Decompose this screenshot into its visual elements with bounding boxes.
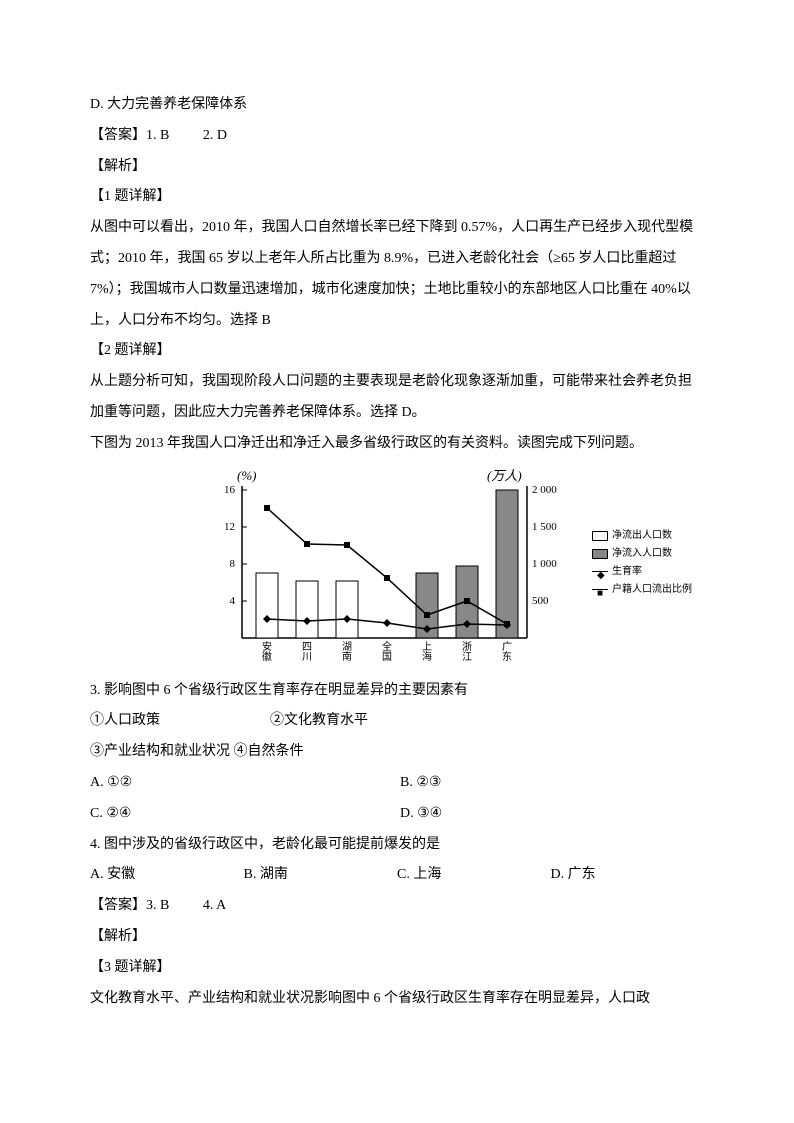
bar-outflow-anhui [256,573,278,638]
q4-c: C. 上海 [397,860,551,891]
svg-text:徽: 徽 [262,650,272,663]
answer-4: 4. A [203,898,226,913]
q3-detail-text: 文化教育水平、产业结构和就业状况影响图中 6 个省级行政区生育率存在明显差异，人… [90,984,704,1015]
q2-detail-label: 【2 题详解】 [90,336,704,367]
q4-a: A. 安徽 [90,860,244,891]
q4-d: D. 广东 [551,860,705,891]
chart-intro: 下图为 2013 年我国人口净迁出和净迁入最多省级行政区的有关资料。读图完成下列… [90,429,704,460]
answer-1-2: 【答案】1. B 2. D [90,121,704,152]
q4-text: 4. 图中涉及的省级行政区中，老龄化最可能提前爆发的是 [90,830,704,861]
svg-text:江: 江 [462,651,472,663]
analysis-label-2: 【解析】 [90,922,704,953]
answer-1: 【答案】1. B [90,128,169,143]
analysis-label: 【解析】 [90,152,704,183]
svg-text:东: 东 [502,650,512,663]
svg-text:16: 16 [224,484,236,496]
bar-outflow-sichuan [296,581,318,638]
q3-detail-label: 【3 题详解】 [90,953,704,984]
q3-c: C. ②④ [90,799,400,830]
q3-b: B. ②③ [400,768,441,799]
svg-text:海: 海 [422,650,432,663]
left-axis-label: (%) [237,468,257,483]
chart-legend: 净流出人口数 净流入人口数 ◆生育率 ■户籍人口流出比例 [592,528,692,600]
svg-text:国: 国 [382,651,392,663]
svg-text:1 000: 1 000 [532,558,557,570]
q4-b: B. 湖南 [244,860,398,891]
q3-opt34: ③产业结构和就业状况 ④自然条件 [90,737,704,768]
option-d: D. 大力完善养老保障体系 [90,90,704,121]
svg-text:1 500: 1 500 [532,521,557,533]
svg-text:4: 4 [230,595,236,607]
svg-text:500: 500 [532,595,549,607]
svg-text:2 000: 2 000 [532,484,557,496]
svg-text:南: 南 [342,650,352,663]
q3-opt1: ①人口政策 [90,706,270,737]
answer-2: 2. D [203,128,227,143]
migration-chart: (%) (万人) 16 12 8 4 2 000 1 500 1 000 500 [187,468,607,668]
q2-detail-text: 从上题分析可知，我国现阶段人口问题的主要表现是老龄化现象逐渐加重，可能带来社会养… [90,367,704,429]
svg-text:12: 12 [224,521,235,533]
q1-detail-label: 【1 题详解】 [90,182,704,213]
answer-3-4: 【答案】3. B 4. A [90,891,704,922]
q3-a: A. ①② [90,768,400,799]
q3-d: D. ③④ [400,799,442,830]
bar-inflow-guangdong [496,490,518,638]
svg-text:8: 8 [230,558,236,570]
right-axis-label: (万人) [487,468,522,483]
q1-detail-text: 从图中可以看出，2010 年，我国人口自然增长率已经下降到 0.57%，人口再生… [90,213,704,336]
svg-text:川: 川 [302,652,312,663]
bar-outflow-hunan [336,581,358,638]
answer-3: 【答案】3. B [90,898,169,913]
q3-opt2: ②文化教育水平 [270,706,368,737]
q3-text: 3. 影响图中 6 个省级行政区生育率存在明显差异的主要因素有 [90,676,704,707]
